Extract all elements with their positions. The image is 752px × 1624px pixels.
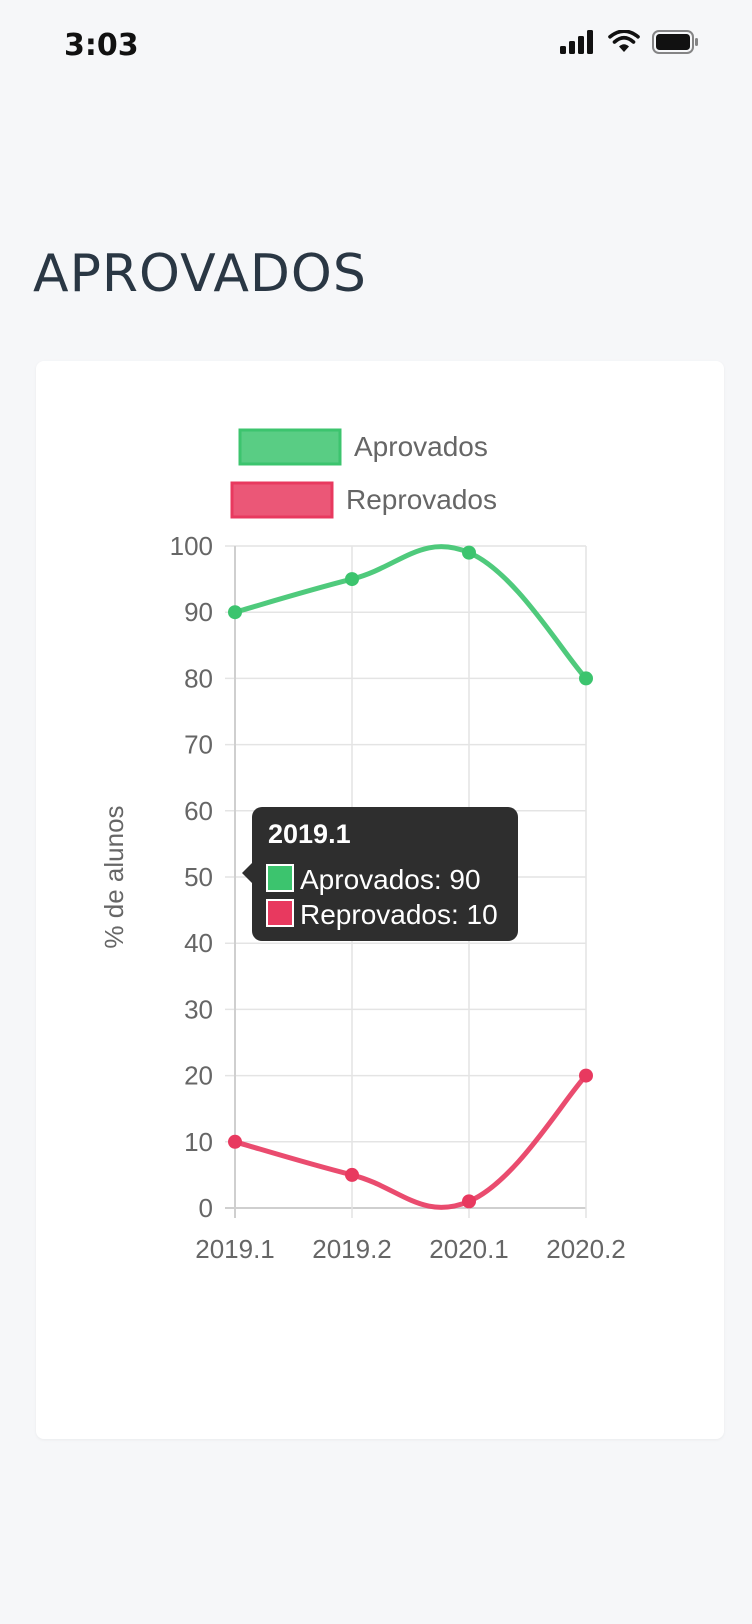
tooltip-caret <box>242 863 252 883</box>
tooltip-line-aprovados: Aprovados: 90 <box>300 864 481 895</box>
status-icons <box>560 30 700 54</box>
data-point-reprovados <box>345 1167 359 1182</box>
y-tick-label: 70 <box>184 730 213 760</box>
y-tick-label: 60 <box>184 796 213 826</box>
tooltip-swatch-aprovados <box>266 864 294 892</box>
battery-icon <box>652 30 698 54</box>
y-tick-label: 20 <box>184 1061 213 1091</box>
data-point-aprovados <box>228 605 242 620</box>
tooltip-title: 2019.1 <box>268 819 351 849</box>
data-point-reprovados <box>579 1068 593 1083</box>
signal-icon <box>560 30 593 54</box>
legend-label-reprovados: Reprovados <box>346 484 497 515</box>
page-title: APROVADOS <box>33 244 367 304</box>
x-tick-label: 2020.1 <box>429 1234 509 1264</box>
data-point-aprovados <box>462 545 476 560</box>
y-axis-title: % de alunos <box>99 805 129 948</box>
legend-label-aprovados: Aprovados <box>354 431 488 462</box>
data-point-reprovados <box>228 1134 242 1149</box>
y-tick-label: 30 <box>184 994 213 1024</box>
series-line-aprovados <box>232 544 589 681</box>
tooltip-box <box>252 807 518 941</box>
status-time: 3:03 <box>64 28 139 63</box>
line-chart: 0 10 20 30 40 50 60 70 80 90 100 2019.1 2019.2 2020.1… <box>99 428 626 1264</box>
chart-card: 0 10 20 30 40 50 60 70 80 90 100 2019.1 2019.2 2020.1… <box>36 361 724 1439</box>
y-tick-label: 0 <box>199 1193 213 1223</box>
wifi-icon <box>608 30 640 52</box>
status-bar: 3:03 <box>0 0 752 94</box>
chart-series <box>228 544 593 1210</box>
x-tick-label: 2020.2 <box>546 1234 626 1264</box>
y-tick-label: 80 <box>184 663 213 693</box>
data-point-aprovados <box>345 572 359 587</box>
tooltip-line-reprovados: Reprovados: 10 <box>300 899 498 930</box>
legend-swatch-reprovados <box>230 481 334 519</box>
series-line-reprovados <box>232 1073 589 1210</box>
chart-tooltip: 2019.1 Aprovados: 90 Reprovados: 10 <box>242 807 518 941</box>
x-tick-label: 2019.2 <box>312 1234 392 1264</box>
chart-legend: Aprovados Reprovados <box>230 428 497 519</box>
y-tick-label: 100 <box>170 531 213 561</box>
legend-swatch-aprovados <box>238 428 342 466</box>
y-tick-label: 90 <box>184 597 213 627</box>
y-tick-label: 40 <box>184 928 213 958</box>
data-point-reprovados <box>462 1194 476 1209</box>
data-point-aprovados <box>579 671 593 686</box>
y-tick-label: 10 <box>184 1127 213 1157</box>
tooltip-swatch-reprovados <box>266 899 294 927</box>
x-tick-label: 2019.1 <box>195 1234 275 1264</box>
y-tick-label: 50 <box>184 862 213 892</box>
chart-axes: 0 10 20 30 40 50 60 70 80 90 100 2019.1 2019.2 2020.1… <box>99 531 626 1264</box>
